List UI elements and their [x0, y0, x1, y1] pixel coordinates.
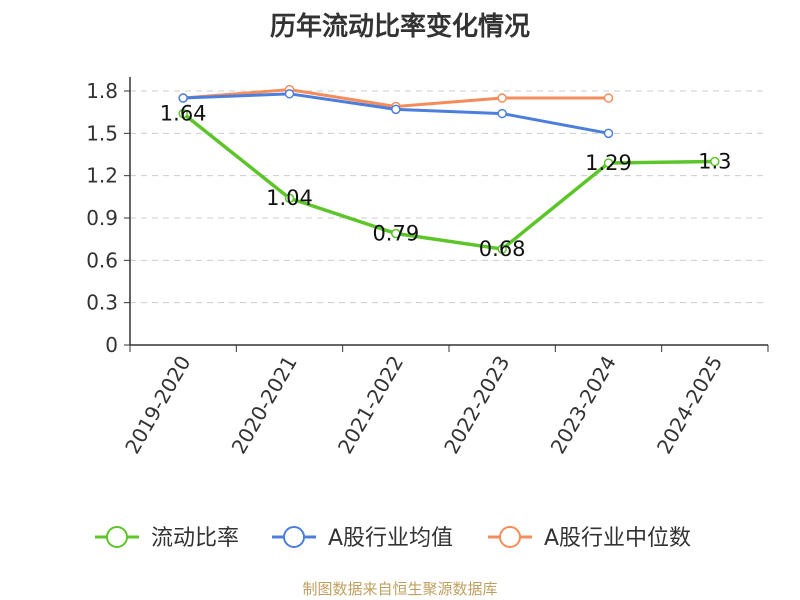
data-point[interactable] [178, 93, 188, 103]
data-label: 1.64 [160, 102, 207, 126]
data-label: 1.3 [698, 150, 731, 174]
y-tick-label: 0.3 [86, 291, 118, 315]
legend-marker [106, 526, 128, 548]
data-point[interactable] [497, 108, 507, 119]
legend-item[interactable]: A股行业均值 [272, 526, 453, 551]
data-labels: 1.64 1.04 0.79 0.68 1.29 1.3 [160, 102, 732, 261]
legend-marker [283, 526, 305, 548]
axes: 0 0.3 0.6 0.9 1.2 1.5 1.8 2019-2020 2020-2021 202… [86, 77, 769, 458]
y-tick-label: 0 [105, 333, 118, 357]
data-point[interactable] [391, 228, 401, 239]
x-tick-label: 2022-2023 [439, 351, 514, 457]
legend-label: A股行业中位数 [544, 526, 691, 551]
data-point[interactable] [497, 244, 507, 254]
x-tick-label: 2023-2024 [546, 352, 621, 458]
data-point[interactable] [391, 104, 401, 115]
legend[interactable]: 流动比率 A股行业均值 A股行业中位数 [95, 526, 691, 551]
legend-marker [499, 526, 521, 548]
x-tick-label: 2019-2020 [120, 352, 195, 458]
legend-item[interactable]: A股行业中位数 [488, 526, 691, 551]
data-label: 1.04 [266, 186, 313, 210]
data-point[interactable] [603, 158, 614, 168]
legend-label: A股行业均值 [328, 526, 453, 551]
grid-lines [130, 90, 768, 304]
legend-label: 流动比率 [151, 526, 239, 551]
data-point[interactable] [284, 193, 295, 203]
y-tick-label: 0.9 [86, 206, 118, 230]
data-point[interactable] [603, 93, 614, 103]
data-source-note: 制图数据来自恒生聚源数据库 [302, 580, 498, 598]
data-label: 0.68 [479, 237, 526, 261]
data-point[interactable] [284, 89, 295, 99]
y-tick-label: 1.5 [86, 121, 118, 145]
data-point[interactable] [603, 128, 614, 139]
data-label: 0.79 [372, 222, 419, 246]
y-tick-label: 0.6 [86, 248, 118, 272]
legend-item[interactable]: 流动比率 [95, 526, 239, 551]
data-point[interactable] [497, 93, 507, 103]
chart-title: 历年流动比率变化情况 [269, 12, 530, 42]
y-tick-label: 1.8 [86, 79, 118, 103]
data-label: 1.29 [585, 151, 632, 175]
data-point[interactable] [178, 108, 188, 119]
series-line [182, 112, 715, 251]
x-tick-label: 2021-2022 [333, 352, 408, 458]
y-tick-label: 1.2 [86, 164, 118, 188]
series-lines [178, 84, 720, 254]
data-point[interactable] [710, 156, 720, 167]
x-tick-label: 2024-2025 [652, 352, 727, 458]
x-tick-label: 2020-2021 [227, 352, 302, 458]
